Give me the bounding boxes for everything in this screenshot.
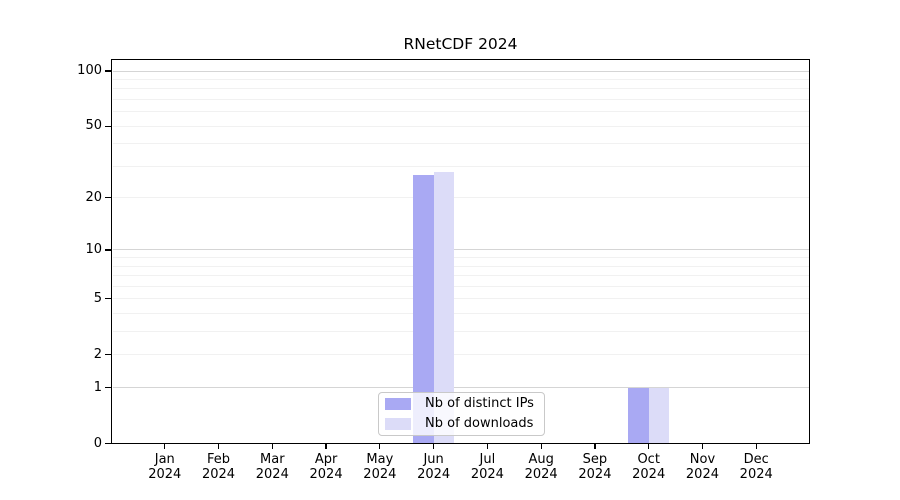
x-axis-tick [701,443,704,449]
x-axis-tick [648,443,650,449]
minor-gridline [112,275,809,277]
minor-gridline [112,331,809,333]
x-axis-tick [164,443,166,449]
minor-gridline [112,125,809,127]
x-tick-label: May 2024 [363,451,397,483]
legend-swatch-downloads [385,418,411,430]
x-tick-label: Nov 2024 [685,451,719,483]
plot-frame [111,59,810,444]
y-tick-label: 1 [93,379,102,395]
x-tick-label: Dec 2024 [739,451,773,483]
decade-gridline [112,70,809,72]
decade-gridline [112,387,809,389]
y-axis-tick [105,298,111,300]
legend: Nb of distinct IPs Nb of downloads [378,392,545,436]
y-tick-label: 50 [85,118,102,134]
x-tick-label: Jul 2024 [470,451,504,483]
x-tick-label: Feb 2024 [201,451,236,483]
y-tick-label: 100 [77,63,102,78]
y-axis-tick [105,125,111,127]
minor-gridline [112,197,809,199]
x-axis-tick [594,443,596,449]
x-tick-label: Apr 2024 [309,451,343,483]
bar-distinct-ips-jun [413,174,434,444]
decade-gridline [112,249,809,251]
bar-distinct-ips-oct [628,387,649,444]
x-axis-tick [217,443,220,449]
minor-gridline [112,143,809,145]
y-tick-label: 10 [85,241,102,257]
minor-gridline [112,98,809,100]
y-tick-label: 2 [93,346,102,362]
y-axis-tick [105,70,111,72]
chart-title: RNetCDF 2024 [403,35,518,53]
legend-item-downloads: Nb of downloads [385,414,544,434]
minor-gridline [112,165,809,167]
x-tick-label: Aug 2024 [524,451,558,483]
legend-label-distinct-ips: Nb of distinct IPs [425,396,534,411]
x-axis-tick [379,443,381,449]
x-axis-tick [755,443,757,449]
x-tick-label: Mar 2024 [255,451,289,483]
y-axis-tick [105,386,111,389]
bar-downloads-jun [433,171,455,444]
x-axis-tick [325,443,327,449]
minor-gridline [112,285,809,287]
y-axis-tick [105,197,111,199]
legend-label-downloads: Nb of downloads [425,416,534,431]
y-tick-label: 0 [93,435,102,451]
x-axis-tick [271,443,273,449]
minor-gridline [112,78,809,80]
minor-gridline [112,354,809,356]
x-axis-tick [486,443,488,449]
minor-gridline [112,257,809,259]
bar-downloads-oct [648,387,670,444]
x-tick-label: Jan 2024 [148,451,182,483]
y-axis-tick [105,442,111,445]
legend-swatch-distinct-ips [385,398,411,410]
minor-gridline [112,313,809,315]
y-axis-tick [105,354,111,356]
x-axis-tick [540,443,542,449]
minor-gridline [112,265,809,267]
y-tick-label: 5 [93,290,102,306]
y-tick-label: 20 [85,189,102,205]
legend-item-distinct-ips: Nb of distinct IPs [385,394,544,414]
x-tick-label: Jun 2024 [417,451,451,483]
minor-gridline [112,88,809,90]
x-axis-tick [433,443,435,449]
minor-gridline [112,298,809,300]
minor-gridline [112,111,809,113]
x-tick-label: Oct 2024 [632,451,666,483]
y-axis-tick [105,249,111,251]
x-tick-label: Sep 2024 [578,451,612,483]
